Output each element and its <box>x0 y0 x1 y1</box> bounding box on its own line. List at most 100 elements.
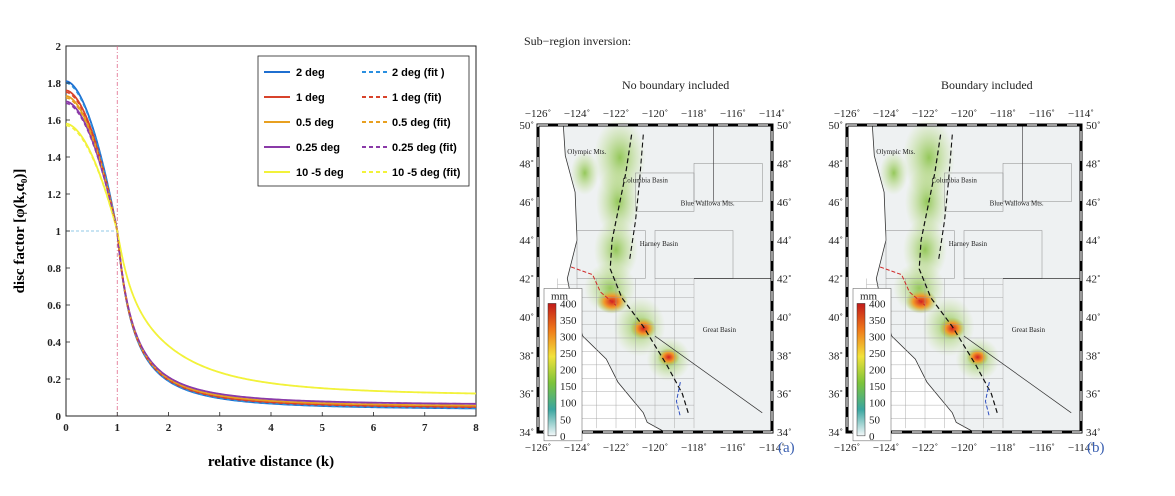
lon-tick-bottom: −116˚ <box>1029 442 1055 454</box>
crest-line <box>918 134 998 413</box>
x-tick-label: 6 <box>371 422 377 434</box>
x-ticks: 0 1 2 3 4 5 6 7 8 <box>63 412 479 434</box>
lon-tick-top: −118˚ <box>681 108 707 120</box>
y-tick-label: 1.4 <box>47 152 61 164</box>
lon-tick-bottom: −120˚ <box>951 442 977 454</box>
lat-tick-right: 48˚ <box>777 158 792 170</box>
lat-tick-left: 40˚ <box>828 312 843 324</box>
lat-tick-right: 44˚ <box>1086 235 1101 247</box>
legend-label: 10 -5 deg (fit) <box>392 167 461 179</box>
lat-tick-right: 34˚ <box>1086 427 1101 439</box>
region-label-columbia: Columbia Basin <box>623 177 669 185</box>
disc-factor-plot-svg: 0 1 2 3 4 5 6 7 8 0 0.2 0.4 0.6 0.8 1 1.2 1.4 1.6 1.8 2 re… <box>12 41 479 470</box>
lon-tick-bottom: −118˚ <box>681 442 707 454</box>
region-label-columbia: Columbia Basin <box>932 177 978 185</box>
colorbar-tick: 200 <box>560 365 577 377</box>
colorbar-tick: 100 <box>560 398 577 410</box>
colorbar-tick: 0 <box>560 431 566 443</box>
lat-tick-left: 36˚ <box>519 389 534 401</box>
lat-tick-right: 44˚ <box>777 235 792 247</box>
colorbar-tick: 50 <box>560 414 572 426</box>
colorbar-tick: 300 <box>560 332 577 344</box>
lat-tick-right: 46˚ <box>777 197 792 209</box>
series-line-8 <box>65 102 477 405</box>
lon-tick-top: −126˚ <box>834 108 860 120</box>
colorbar-tick: 200 <box>869 365 886 377</box>
colorbar-tick: 300 <box>869 332 886 344</box>
lat-tick-left: 34˚ <box>828 427 843 439</box>
figure-heading: Sub−region inversion: <box>524 34 632 48</box>
lon-tick-top: −114˚ <box>759 108 785 120</box>
blue-boundary <box>675 382 681 417</box>
lon-tick-top: −122˚ <box>912 108 938 120</box>
legend-label: 0.25 deg <box>296 142 340 154</box>
disc-factor-chart: 0 1 2 3 4 5 6 7 8 0 0.2 0.4 0.6 0.8 1 1.2 1.4 1.6 1.8 2 re… <box>0 0 500 491</box>
precip-band <box>904 165 949 238</box>
y-tick-label: 1.6 <box>47 115 61 127</box>
map-frame-checker <box>537 124 773 433</box>
lat-tick-left: 48˚ <box>828 158 843 170</box>
map-panels-svg: Olympic Mts. Columbia Basin Blue Wallowa M… <box>519 108 1104 456</box>
colorbar-tick: 50 <box>869 414 881 426</box>
x-axis-label: relative distance (k) <box>208 454 334 470</box>
lat-tick-left: 42˚ <box>519 274 534 286</box>
panel-a-title: No boundary included <box>622 78 730 92</box>
legend-label: 2 deg (fit ) <box>392 67 445 79</box>
lon-tick-top: −126˚ <box>525 108 551 120</box>
x-tick-label: 8 <box>473 422 479 434</box>
y-tick-label: 1 <box>56 226 62 238</box>
x-tick-label: 1 <box>115 422 121 434</box>
precip-hotspot <box>657 348 680 367</box>
x-tick-label: 3 <box>217 422 223 434</box>
precip-band <box>570 150 599 195</box>
precip-hotspot <box>630 317 657 340</box>
lat-tick-left: 40˚ <box>519 312 534 324</box>
legend-label: 0.5 deg (fit) <box>392 117 451 129</box>
lon-tick-top: −124˚ <box>564 108 590 120</box>
lat-tick-left: 48˚ <box>519 158 534 170</box>
lon-tick-bottom: −124˚ <box>873 442 899 454</box>
lon-tick-top: −118˚ <box>990 108 1016 120</box>
region-label-blue_wallowa: Blue Wallowa Mts. <box>990 200 1044 208</box>
x-tick-label: 5 <box>320 422 326 434</box>
lat-tick-left: 42˚ <box>828 274 843 286</box>
region-label-olympic: Olympic Mts. <box>567 148 606 156</box>
lat-tick-right: 42˚ <box>777 274 792 286</box>
lat-tick-left: 50˚ <box>828 120 843 132</box>
y-tick-label: 0.2 <box>47 374 61 386</box>
lat-tick-right: 36˚ <box>777 389 792 401</box>
legend-label: 0.5 deg <box>296 117 334 129</box>
lon-tick-bottom: −116˚ <box>720 442 746 454</box>
lat-tick-right: 38˚ <box>1086 350 1101 362</box>
precip-band <box>595 165 640 238</box>
lat-tick-right: 46˚ <box>1086 197 1101 209</box>
precip-hotspot <box>939 317 966 340</box>
y-tick-label: 1.2 <box>47 189 61 201</box>
y-tick-label: 1.8 <box>47 78 61 90</box>
lat-tick-right: 40˚ <box>1086 312 1101 324</box>
series-group <box>65 80 477 410</box>
region-label-harney: Harney Basin <box>949 240 988 248</box>
y-tick-label: 0 <box>56 411 62 423</box>
lon-tick-top: −120˚ <box>642 108 668 120</box>
lat-tick-right: 50˚ <box>777 120 792 132</box>
region-label-harney: Harney Basin <box>640 240 679 248</box>
region-label-great_basin: Great Basin <box>703 326 737 334</box>
legend: 2 deg 1 deg 0.5 deg 0.25 deg 10 -5 deg 2 deg … <box>257 55 470 187</box>
lat-tick-right: 48˚ <box>1086 158 1101 170</box>
lat-tick-right: 42˚ <box>1086 274 1101 286</box>
lat-tick-left: 44˚ <box>519 235 534 247</box>
colorbar-tick: 150 <box>560 381 577 393</box>
lon-tick-bottom: −126˚ <box>834 442 860 454</box>
crest-line <box>609 134 689 413</box>
lon-tick-bottom: −114˚ <box>1068 442 1094 454</box>
x-tick-label: 4 <box>268 422 274 434</box>
y-tick-label: 0.6 <box>47 300 61 312</box>
crest-line-east <box>629 134 644 260</box>
colorbar <box>856 303 866 437</box>
y-tick-label: 0.4 <box>47 337 61 349</box>
lon-tick-bottom: −122˚ <box>603 442 629 454</box>
blue-boundary <box>984 382 990 417</box>
lon-tick-bottom: −118˚ <box>990 442 1016 454</box>
x-tick-label: 0 <box>63 422 69 434</box>
